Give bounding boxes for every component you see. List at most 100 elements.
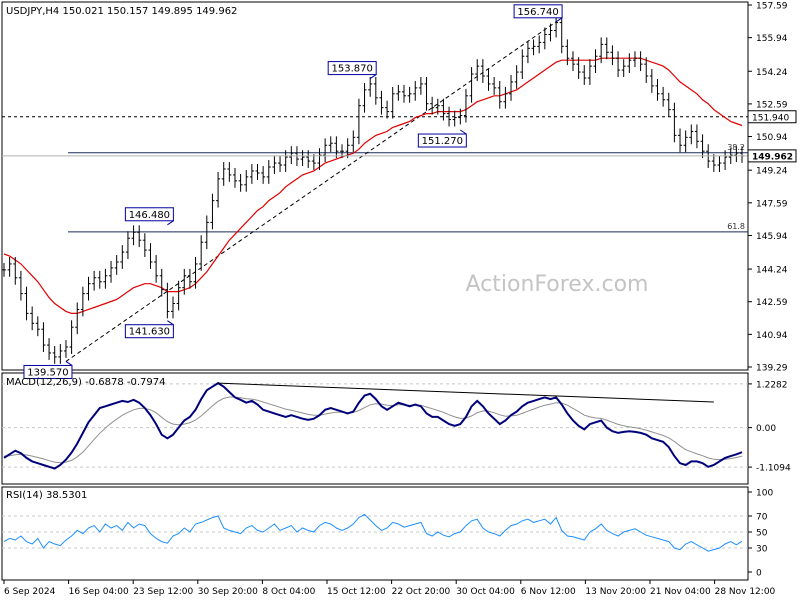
macd-divergence-line [218,382,714,403]
macd-title: MACD(12,26,9) -0.6878 -0.7974 [6,377,166,388]
x-tick-label: 8 Oct 04:00 [262,587,315,597]
swing-label: 151.270 [422,136,463,147]
price-bar [520,49,525,79]
price-bar [210,193,215,230]
price-bar [137,225,142,248]
macd-tick-label: 0.00 [756,424,776,434]
price-bar [430,96,435,115]
rsi-panel [3,513,743,552]
price-bar [503,86,508,109]
price-bar [717,156,722,172]
ema-line [3,57,743,314]
macd-frame [1,372,749,485]
x-tick-label: 22 Oct 20:00 [392,587,451,597]
price-bar [531,39,536,56]
x-tick-label: 16 Sep 04:00 [69,587,129,597]
price-bar [537,35,542,54]
price-bar [187,268,192,289]
price-bar [328,136,333,153]
price-bar [317,148,322,170]
price-bar [548,23,553,42]
price-bar [109,260,114,283]
price-bar [244,169,249,192]
price-bar [661,86,666,107]
swing-label-pointer [65,361,73,366]
price-bar [469,67,474,103]
price-tick-label: 157.59 [756,2,788,12]
price-bar [463,88,468,123]
price-tick-label: 139.29 [756,364,788,374]
price-bar [114,255,119,275]
price-bar [345,138,350,159]
price-bar [492,77,497,95]
swing-label-box [327,61,377,76]
price-bar [678,128,683,153]
watermark-text: ActionForex.com [466,272,649,297]
price-bar [621,59,626,78]
price-bar [418,77,423,95]
price-panel: 38.261.8139.570146.480141.630153.870151.… [2,4,748,379]
rsi-line [3,513,743,552]
price-bar [97,270,102,289]
swing-label-box [124,324,174,339]
price-bar [176,280,181,311]
price-bar [396,84,401,101]
price-bar [131,225,136,246]
resistance-price-box [747,110,797,124]
current-price-label: 149.962 [752,152,793,162]
price-bar [649,69,654,93]
macd-signal-line [3,396,743,464]
price-bar [47,338,52,360]
price-bar [165,282,170,319]
price-bar [334,136,339,159]
swing-label: 146.480 [129,210,170,221]
price-bar [266,160,271,184]
price-bar [638,51,643,72]
price-tick-label: 144.24 [756,266,788,276]
price-bar [379,90,384,115]
current-price-box [747,149,797,163]
price-bar [497,80,502,109]
price-bar [447,106,452,127]
price-bar [159,268,164,297]
price-bar [356,98,361,145]
rsi-tick-label: 0 [756,569,762,579]
x-tick-label: 30 Oct 04:00 [456,587,515,597]
rsi-tick-label: 50 [756,529,768,539]
price-tick-label: 142.59 [756,298,788,308]
price-bar [300,150,305,167]
axes: 6 Sep 2024 16 Sep 04:00 23 Sep 12:00 30 Sep… [3,2,797,597]
resistance-price-label: 151.940 [752,113,789,123]
grid-lines [2,383,748,549]
price-tick-label: 154.24 [756,68,788,78]
price-bar [559,15,564,54]
price-bar [120,245,125,269]
price-bar [86,276,91,301]
swing-label-box [124,207,174,222]
price-bar [69,320,74,354]
price-bar [311,154,316,170]
price-bar [570,51,575,72]
price-bar [221,162,226,186]
price-bar [610,45,615,66]
price-bar [289,146,294,165]
price-bar [554,15,559,38]
price-tick-label: 147.59 [756,199,788,209]
swing-label-pointer [460,129,467,135]
price-bar [694,124,699,149]
price-bar [362,82,367,113]
macd-line [3,381,743,470]
price-bar [576,57,581,79]
price-bar [255,164,260,180]
price-bar [616,51,621,78]
price-bar [655,78,660,101]
price-frame [1,1,749,371]
price-bar [216,171,221,208]
price-bar [689,124,694,145]
x-tick-label: 28 Nov 12:00 [715,587,776,597]
price-bar [52,346,57,364]
swing-label: 139.570 [27,367,68,378]
price-bar [632,51,637,68]
price-bar [58,344,63,364]
